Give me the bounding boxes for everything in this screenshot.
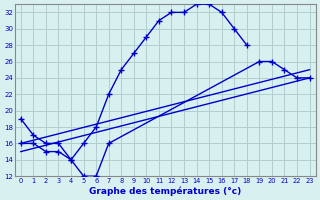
X-axis label: Graphe des températures (°c): Graphe des températures (°c) [89, 186, 241, 196]
